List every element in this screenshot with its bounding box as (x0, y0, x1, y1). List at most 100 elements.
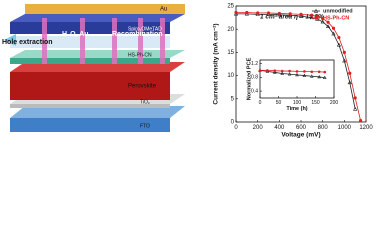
point (266, 11, 271, 15)
tio2-front (10, 104, 170, 108)
point (273, 69, 277, 73)
y-tick-label: 0.8 (251, 75, 258, 81)
arrows (42, 18, 165, 64)
x-tick-label: 50 (276, 100, 282, 106)
legend-marker (314, 16, 318, 20)
point (331, 26, 336, 30)
legend-label: unmodified (323, 8, 353, 14)
point (353, 96, 357, 100)
point (288, 69, 291, 73)
point (317, 70, 321, 74)
x-axis-label: Time (h) (286, 106, 307, 112)
legend-marker (313, 8, 319, 13)
y-tick-label: 0.4 (251, 88, 258, 94)
point (347, 80, 352, 85)
spiro-front (10, 36, 170, 48)
arrow-label: Recombination (112, 31, 163, 38)
perovskite-top (10, 62, 185, 72)
molecule-front (10, 58, 170, 64)
y-tick-label: 1.2 (251, 61, 258, 67)
x-tick-label: 1200 (359, 125, 373, 131)
point (266, 69, 269, 72)
point (353, 106, 358, 111)
point (325, 24, 331, 28)
point (342, 50, 346, 55)
point (234, 10, 238, 15)
x-tick-label: 0 (234, 125, 238, 131)
point (287, 72, 292, 76)
legend-label: HS-Ph-CN (323, 15, 349, 21)
x-tick-label: 400 (274, 125, 285, 131)
layer-label: Au (160, 7, 167, 13)
x-tick-label: 200 (330, 100, 339, 106)
point (288, 12, 292, 16)
point (256, 11, 260, 15)
point (280, 69, 284, 73)
series-line (259, 69, 325, 79)
point (322, 75, 327, 79)
point (321, 16, 325, 21)
point (303, 70, 306, 73)
point (295, 72, 299, 77)
point (309, 74, 314, 78)
layer-label: FTO (140, 123, 150, 129)
point (331, 31, 336, 36)
fto-front (10, 118, 170, 132)
series-line (260, 69, 325, 73)
x-axis-label: Voltage (mV) (281, 131, 320, 138)
fto-top (10, 106, 185, 118)
y-tick-label: 0 (231, 120, 235, 126)
point (272, 70, 277, 74)
x-tick-label: 200 (253, 125, 264, 131)
point (317, 75, 322, 79)
y-axis-label: Current density (mA cm⁻²) (213, 23, 220, 104)
point (326, 20, 330, 24)
x-tick-label: 600 (296, 125, 307, 131)
figure: Au Spiro-OMeTAD HS-Ph-CN Perovskite TiO₂… (2, 3, 374, 139)
point (310, 13, 314, 17)
arrow-label: H₂O, Au (62, 31, 89, 38)
annotation: 1 cm² area η = 19.6% (260, 14, 324, 21)
y-tick-label: 5 (231, 96, 235, 102)
point (320, 19, 325, 24)
point (348, 71, 352, 75)
point (342, 58, 347, 63)
point (323, 70, 327, 74)
point (295, 70, 299, 73)
point (298, 13, 304, 18)
point (245, 10, 249, 15)
y-tick-label: 10 (227, 73, 234, 79)
hole-layer-top (10, 14, 185, 22)
x-tick-label: 100 (293, 100, 302, 106)
molecule-top (10, 50, 185, 58)
x-tick-label: 1000 (338, 125, 352, 131)
point (309, 15, 314, 20)
y-tick-label: 20 (227, 27, 234, 33)
point (358, 119, 363, 123)
x-tick-label: 800 (318, 125, 329, 131)
point (336, 42, 342, 47)
au-front (25, 4, 185, 14)
plot-frame (259, 59, 335, 99)
arrow-label: Hole extraction (2, 39, 53, 46)
point (337, 35, 341, 40)
layer-label: HS-Ph-CN (128, 52, 152, 58)
device-diagram: Au Spiro-OMeTAD HS-Ph-CN Perovskite TiO₂… (2, 4, 185, 132)
y-axis-label: Normalized PCE (246, 57, 252, 100)
perovskite-front (10, 72, 170, 100)
point (280, 71, 285, 75)
point (258, 69, 262, 72)
point (302, 73, 307, 77)
layer-label: TiO₂ (140, 99, 150, 105)
y-tick-label: 25 (227, 4, 234, 10)
y-tick-label: 15 (227, 50, 234, 56)
x-tick-label: 150 (311, 100, 320, 106)
point (277, 11, 281, 16)
layer-label: Perovskite (128, 84, 157, 90)
x-tick-label: 0 (259, 100, 262, 106)
point (299, 12, 303, 16)
point (310, 70, 314, 74)
layer-label: Spiro-OMeTAD (128, 26, 162, 32)
hole-layer-front (10, 22, 170, 34)
extraction-arrow (4, 34, 16, 46)
